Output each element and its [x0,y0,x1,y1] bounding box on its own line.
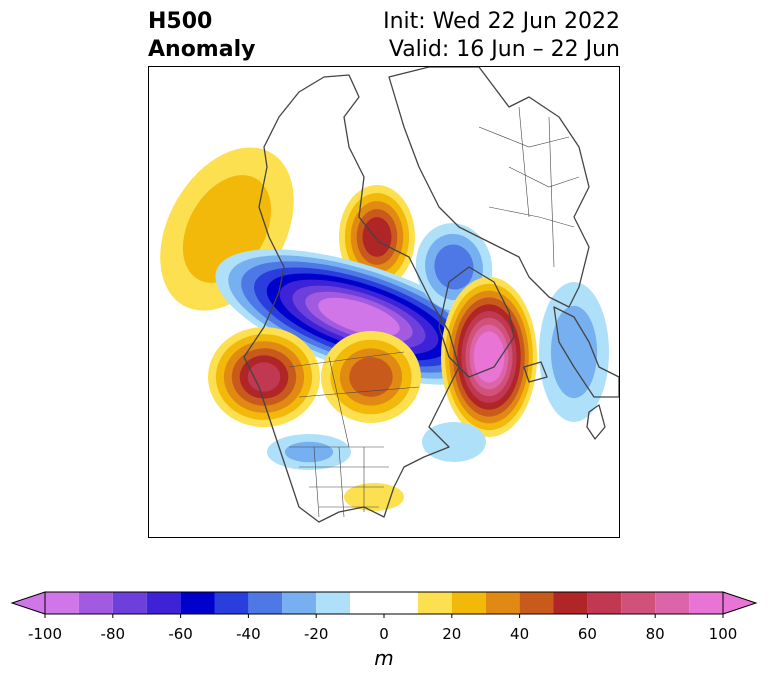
coastline-north-america [243,74,460,523]
anomaly-polar-trough [215,249,503,385]
colorbar-unit-label: m [374,646,394,670]
colorbar-bin [214,592,249,614]
title-field: Anomaly [148,37,256,62]
anomaly-fill-layer [160,147,609,511]
coastline-scandinavia [553,306,619,398]
colorbar-bin [350,592,418,614]
colorbar-bin [417,592,452,614]
colorbar-bin [146,592,181,614]
colorbar-bin [282,592,317,614]
colorbar-tick-label: 40 [510,625,530,643]
anomaly-map [148,66,620,538]
map-canvas [160,67,619,523]
colorbar-bin [112,592,147,614]
contour--10 [422,422,486,462]
colorbar-bin [655,592,690,614]
colorbar-bin [180,592,215,614]
colorbar-tick-label: -80 [100,625,126,643]
colorbar-bin [316,592,351,614]
colorbar-bin [621,592,656,614]
colorbar-bin [553,592,588,614]
anomaly-hudson-bay-trough [415,223,493,311]
anomaly-western-canada-ridge [321,331,421,423]
colorbar-extend-min [10,591,46,615]
anomaly-eastern-us-trough [422,422,486,462]
contour-100 [477,338,501,376]
valid-period: Valid: 16 Jun – 22 Jun [388,37,620,62]
init-time: Init: Wed 22 Jun 2022 [383,9,620,34]
contour-40 [349,357,393,397]
colorbar-bin [519,592,554,614]
colorbar-bin [587,592,622,614]
contour--90 [318,297,400,337]
coastline-greenland [438,266,515,378]
colorbar [10,591,758,618]
anomaly-north-atlantic-ridge [441,277,537,437]
contour-60 [247,362,281,392]
political-borders [288,106,580,518]
anomaly-east-pacific-trough [267,434,351,470]
coastline-iceland [523,361,548,383]
anomaly-west-europe-trough [539,282,609,422]
coastline-layer [243,67,619,523]
contour--20 [284,441,334,463]
colorbar-tick-label: 60 [577,625,597,643]
colorbar-tick-label: -40 [236,625,261,643]
colorbar-tick-label: 80 [645,625,665,643]
coastline-uk [586,404,606,440]
title-variable: H500 [148,9,213,34]
colorbar-tick-label: -100 [27,625,63,643]
map-title-right: Init: Wed 22 Jun 2022 Valid: 16 Jun – 22… [383,8,620,64]
map-title-left: H500 Anomaly [148,8,255,64]
anomaly-gulf-of-alaska-ridge [208,327,320,427]
colorbar-tick-label: 20 [442,625,462,643]
colorbar-tick-label: -60 [168,625,193,643]
colorbar-extend-max [722,591,758,615]
colorbar-tick-label: 0 [379,625,389,643]
colorbar-bin [485,592,520,614]
colorbar-bin [689,592,723,614]
colorbar-bin [45,592,79,614]
colorbar-bin [248,592,283,614]
colorbar-bin [451,592,486,614]
contour--20 [550,305,598,399]
contour--30 [434,244,474,290]
contour-50 [362,217,392,257]
colorbar-tick-label: -20 [303,625,329,643]
colorbar-tick-label: 100 [708,625,738,643]
coastline-eurasia [388,67,590,308]
colorbar-bin [78,592,113,614]
